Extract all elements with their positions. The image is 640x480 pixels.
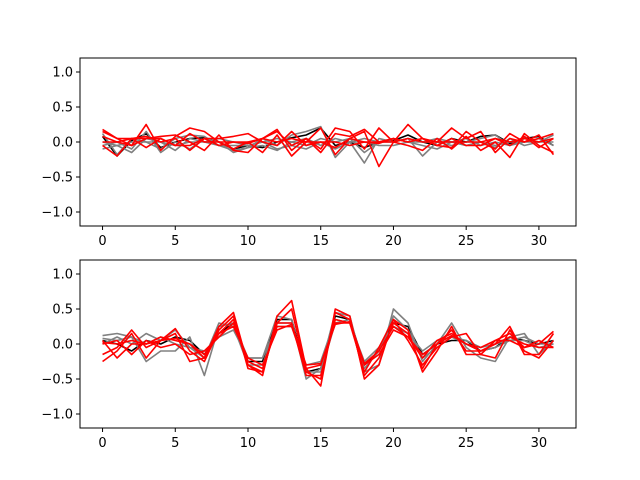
y-tick-label: 0.0 — [52, 136, 73, 151]
y-tick-label: −0.5 — [41, 171, 73, 186]
series-line-10 — [102, 132, 554, 147]
series-line-9 — [102, 130, 554, 152]
x-tick-label: 10 — [240, 436, 257, 451]
x-tick-label: 10 — [240, 234, 257, 249]
x-tick-label: 25 — [458, 436, 475, 451]
x-tick-label: 5 — [171, 234, 179, 249]
x-tick-label: 0 — [98, 234, 106, 249]
top-plot: 0 5 10 15 20 25 30 −1.0 −0.5 0.0 0.5 1.0 — [41, 57, 577, 249]
y-tick-label: −1.0 — [41, 206, 73, 221]
series-line-7 — [101, 318, 554, 377]
series-line-9 — [102, 320, 554, 366]
y-tick-label: 0.0 — [52, 338, 73, 353]
x-tick-label: 25 — [458, 234, 475, 249]
x-tick-label: 20 — [385, 436, 402, 451]
x-tick-label: 20 — [385, 234, 402, 249]
y-tick-label: 1.0 — [52, 66, 73, 81]
series-line-7 — [102, 127, 554, 159]
y-tick-label: −1.0 — [41, 408, 73, 423]
y-tick-label: −0.5 — [41, 373, 73, 388]
y-tick-label: 0.5 — [52, 101, 73, 116]
y-tick-label: 0.5 — [52, 303, 73, 318]
bottom-plot: 0 5 10 15 20 25 30 −1.0 −0.5 0.0 0.5 1.0 — [41, 259, 577, 451]
x-tick-label: 0 — [98, 436, 106, 451]
x-tick-label: 15 — [312, 436, 329, 451]
series-line-8 — [102, 128, 554, 154]
x-tick-label: 30 — [531, 234, 548, 249]
x-tick-label: 15 — [312, 234, 329, 249]
x-tick-label: 5 — [171, 436, 179, 451]
y-tick-label: 1.0 — [52, 268, 73, 283]
x-tick-label: 30 — [531, 436, 548, 451]
